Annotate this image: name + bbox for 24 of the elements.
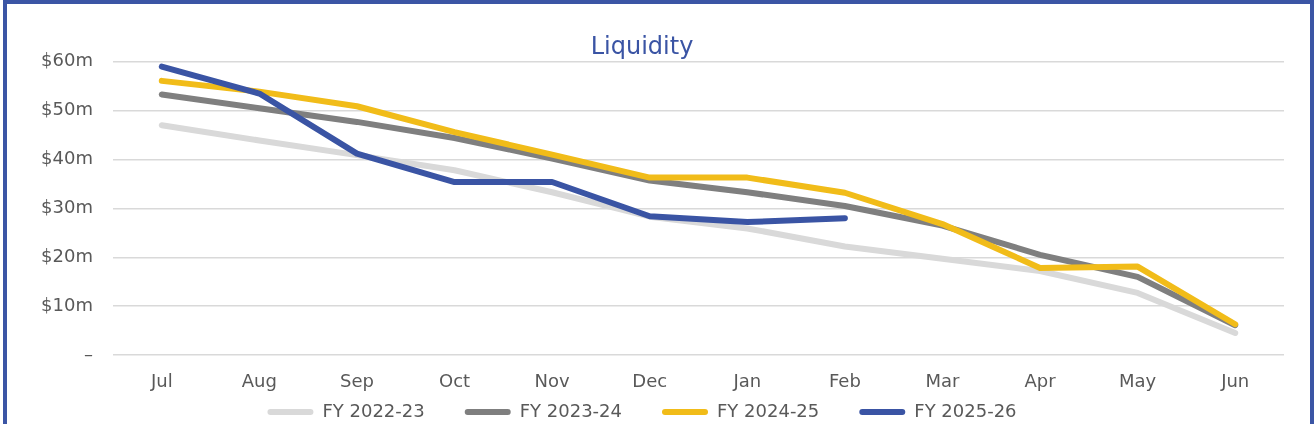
x-tick-label: Nov [534,369,571,391]
y-tick-label: $50m [41,98,93,120]
y-tick-label: $20m [41,244,93,266]
y-tick-label: $60m [41,49,93,71]
y-tick-label: $30m [41,196,93,218]
x-tick-label: Dec [632,369,668,391]
x-tick-label: Mar [925,369,961,391]
legend-label: FY 2023-24 [519,399,622,421]
x-tick-label: Jul [149,369,173,391]
y-tick-label: $10m [41,293,93,315]
x-tick-label: Aug [241,369,277,391]
legend-label: FY 2022-23 [322,399,425,421]
x-tick-label: Jan [732,369,762,391]
legend-label: FY 2024-25 [717,399,820,421]
y-tick-label: – [84,342,93,364]
legend-label: FY 2025-26 [914,399,1017,421]
x-tick-label: Jun [1220,369,1250,391]
y-tick-label: $40m [41,147,93,169]
x-tick-label: Feb [828,369,861,391]
x-tick-label: May [1119,369,1157,391]
x-tick-label: Apr [1024,369,1057,391]
chart-title: Liquidity [590,31,694,60]
x-tick-label: Sep [339,369,374,391]
x-tick-label: Oct [438,369,471,391]
